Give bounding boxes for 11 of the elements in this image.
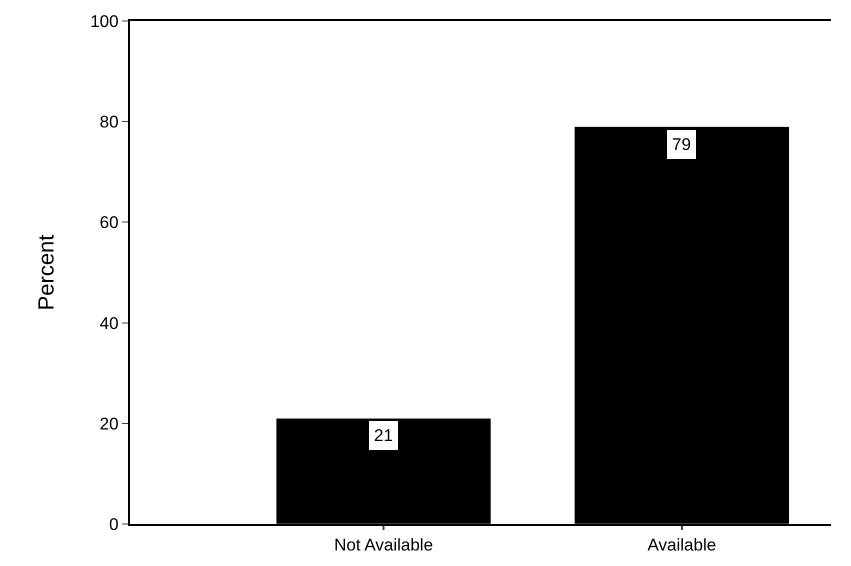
data-label: 21 — [374, 426, 393, 445]
data-label: 79 — [672, 135, 691, 154]
x-tick-label: Available — [648, 535, 716, 554]
y-tick-label: 80 — [100, 112, 119, 132]
y-axis-title: Percent — [34, 234, 59, 310]
y-tick-label: 100 — [90, 12, 119, 31]
y-tick-label: 60 — [100, 213, 119, 232]
y-tick-label: 40 — [100, 314, 119, 333]
y-tick-label: 20 — [100, 414, 119, 434]
y-tick-label: 0 — [109, 514, 119, 534]
x-tick-label: Not Available — [334, 535, 434, 554]
